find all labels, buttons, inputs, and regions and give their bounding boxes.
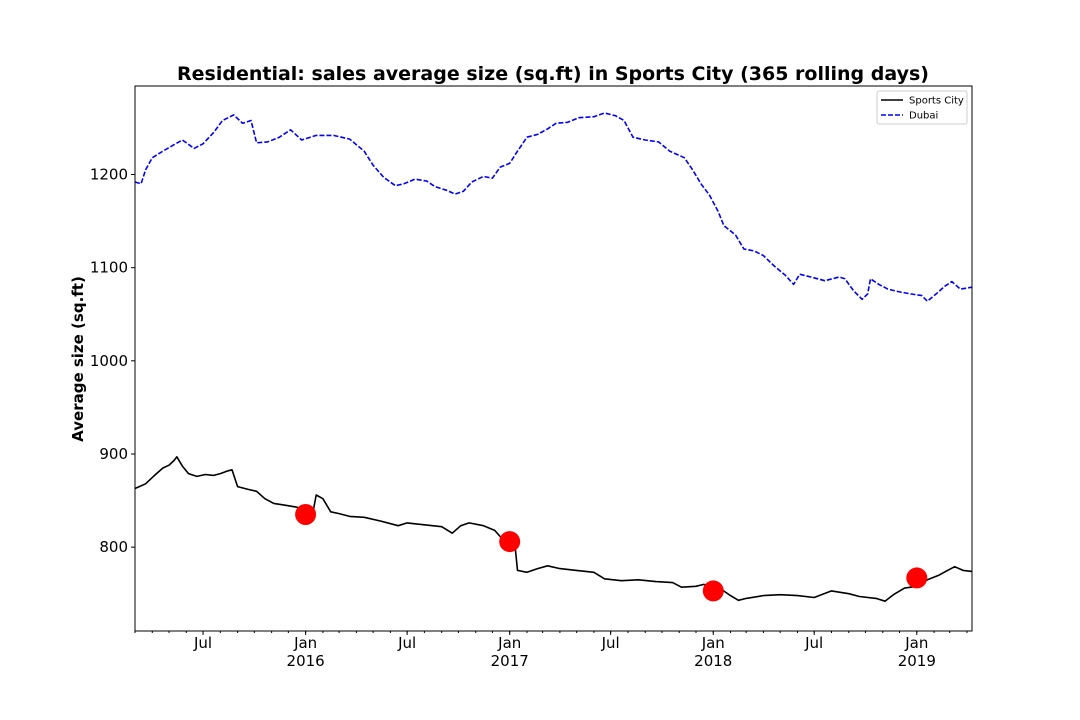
marker-point-1 (295, 504, 317, 525)
marker-point-4 (906, 567, 928, 589)
plot-area (134, 112, 973, 602)
x-tick-year-label: 2019 (898, 652, 936, 670)
x-tick-year-label: 2018 (694, 652, 732, 670)
series-line-2 (134, 112, 973, 302)
x-tick-label: Jan (293, 634, 317, 652)
axes-frame (134, 85, 973, 632)
x-tick-year-label: 2016 (287, 652, 325, 670)
marker-point-2 (499, 531, 521, 553)
legend: Sports City Dubai (876, 90, 968, 125)
marker-point-3 (702, 580, 724, 602)
x-tick-label: Jul (397, 634, 416, 652)
y-tick-label: 900 (99, 445, 128, 463)
x-tick-label: Jan (904, 634, 928, 652)
y-tick-label: 1200 (90, 166, 128, 184)
x-tick-label: Jul (601, 634, 620, 652)
x-tick-year-label: 2017 (491, 652, 529, 670)
x-tick-label: Jul (804, 634, 823, 652)
chart-title: Residential: sales average size (sq.ft) … (177, 63, 929, 85)
y-tick-label: 1000 (90, 352, 128, 370)
legend-label-1: Sports City (909, 96, 964, 107)
y-axis-label: Average size (sq.ft) (69, 276, 87, 442)
y-tick-label: 1100 (90, 259, 128, 277)
y-axis: 800 900 1000 1100 1200 (90, 166, 135, 556)
x-tick-label: Jan (497, 634, 521, 652)
legend-label-2: Dubai (909, 111, 938, 122)
x-tick-label: Jul (193, 634, 212, 652)
x-tick-label: Jan (701, 634, 725, 652)
y-tick-label: 800 (99, 538, 128, 556)
series-line-1 (134, 456, 973, 602)
